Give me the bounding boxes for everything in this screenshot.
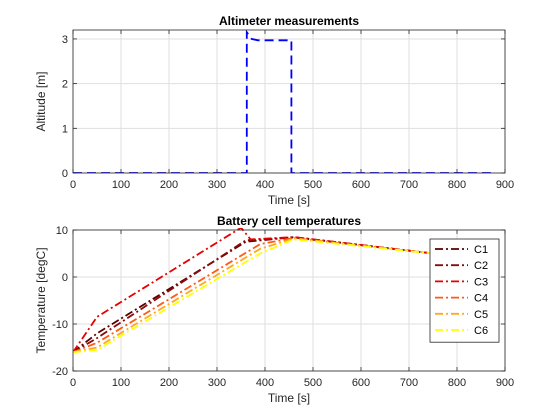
x-tick-label: 100	[112, 377, 130, 389]
x-tick-label: 600	[352, 377, 370, 389]
x-tick-label: 900	[496, 179, 514, 191]
x-tick-label: 700	[400, 179, 418, 191]
x-tick-label: 800	[448, 377, 466, 389]
series-line-c3	[73, 228, 496, 353]
altimeter-axes: 0 100 200 300 400 500 600 700 800 900 0 1 2 3 Altimete…	[34, 14, 514, 207]
x-tick-label: 200	[160, 377, 178, 389]
x-tick-label: 900	[496, 377, 514, 389]
legend-label-c1: C1	[474, 244, 488, 256]
x-tick-label: 200	[160, 179, 178, 191]
legend: C1 C2 C3 C4 C5 C6	[429, 238, 500, 343]
battery-temperature-axes: 0 100 200 300 400 500 600 700 800 900 -20 -10 0 10 Bat…	[34, 214, 514, 405]
y-tick-label: 0	[62, 272, 68, 284]
x-tick-label: 500	[304, 179, 322, 191]
x-tick-label: 700	[400, 377, 418, 389]
legend-box	[429, 238, 500, 343]
legend-label-c2: C2	[474, 260, 488, 272]
y-tick-label: -10	[52, 319, 68, 331]
y-tick-label: 2	[62, 79, 68, 91]
x-tick-label: 300	[208, 179, 226, 191]
axes-box	[72, 29, 506, 174]
x-axis-label: Time [s]	[268, 193, 310, 207]
x-tick-label: 0	[70, 179, 76, 191]
legend-label-c5: C5	[474, 309, 488, 321]
x-tick-label: 400	[256, 377, 274, 389]
y-tick-label: 10	[56, 225, 68, 237]
y-tick-label: 3	[62, 34, 68, 46]
x-axis-label: Time [s]	[268, 391, 310, 405]
y-axis-label: Altitude [m]	[34, 71, 48, 131]
chart-title: Battery cell temperatures	[217, 214, 361, 228]
x-tick-label: 600	[352, 179, 370, 191]
y-tick-label: -20	[52, 366, 68, 378]
x-tick-label: 300	[208, 377, 226, 389]
legend-label-c4: C4	[474, 293, 488, 305]
y-tick-label: 0	[62, 168, 68, 180]
altitude-series-line	[73, 29, 496, 173]
x-tick-label: 100	[112, 179, 130, 191]
plot-area	[73, 30, 505, 173]
legend-label-c3: C3	[474, 276, 488, 288]
x-tick-label: 500	[304, 377, 322, 389]
x-tick-label: 0	[70, 377, 76, 389]
y-axis-label: Temperature [degC]	[34, 247, 48, 353]
y-tick-label: 1	[62, 123, 68, 135]
axes-box	[72, 229, 506, 372]
x-tick-label: 400	[256, 179, 274, 191]
legend-label-c6: C6	[474, 325, 488, 337]
chart-title: Altimeter measurements	[219, 14, 359, 28]
x-tick-label: 800	[448, 179, 466, 191]
